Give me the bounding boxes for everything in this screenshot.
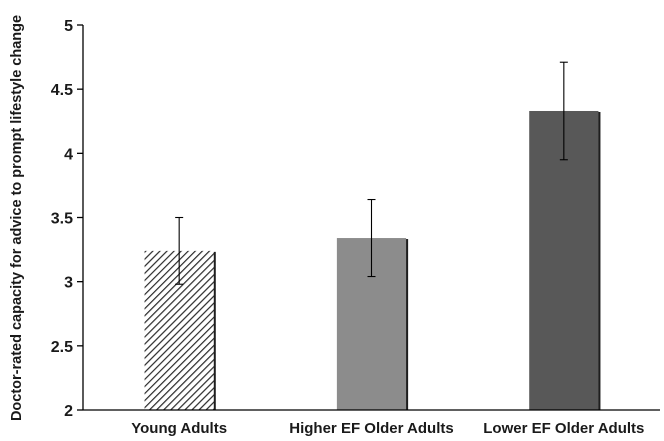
y-tick-label: 3 — [64, 275, 73, 292]
x-tick-label: Higher EF Older Adults — [289, 420, 453, 436]
y-tick-label: 5 — [64, 18, 73, 35]
y-tick-label: 3.5 — [51, 211, 73, 228]
x-axis-tick-labels: Young Adults Higher EF Older Adults Lower … — [131, 420, 644, 437]
y-axis-label: Doctor-rated capacity for advice to prom… — [9, 15, 25, 421]
y-tick-label: 2.5 — [51, 339, 73, 356]
y-tick-label: 4 — [64, 146, 73, 163]
y-axis-ticks: 2 2.5 3 3.5 4 4.5 5 — [51, 18, 83, 420]
y-tick-label: 4.5 — [51, 82, 73, 99]
bar — [529, 110, 599, 410]
y-tick-label: 2 — [64, 403, 73, 420]
x-tick-label: Young Adults — [131, 420, 227, 436]
x-tick-label: Lower EF Older Adults — [483, 420, 644, 436]
error-bars — [175, 61, 568, 285]
bar-series — [144, 110, 601, 410]
